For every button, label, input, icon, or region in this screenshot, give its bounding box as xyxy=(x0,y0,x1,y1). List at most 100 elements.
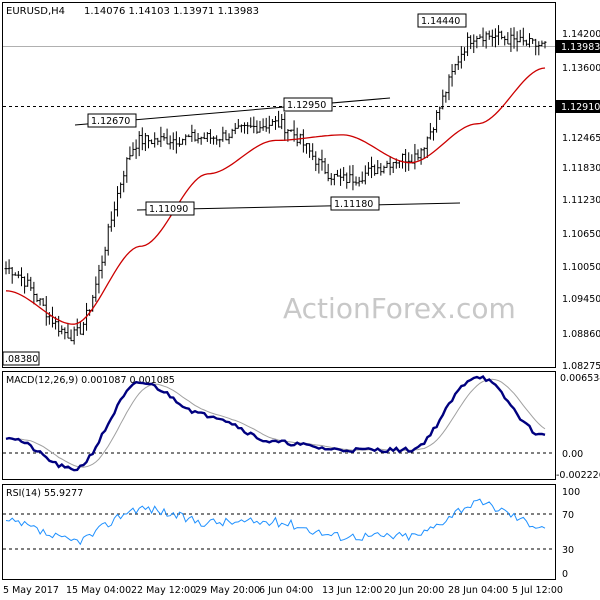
price-bar xyxy=(360,171,364,184)
price-bar xyxy=(261,118,265,131)
price-bar xyxy=(493,28,497,48)
price-bar xyxy=(428,122,432,140)
price-bar xyxy=(32,281,36,305)
rsi-tick: 100 xyxy=(562,487,580,498)
price-bar xyxy=(230,128,234,139)
level-tag xyxy=(556,100,600,113)
annotation-box xyxy=(87,113,137,128)
price-bar xyxy=(311,143,315,161)
price-bar xyxy=(75,318,79,336)
price-bar xyxy=(212,136,216,145)
price-bar xyxy=(41,298,45,307)
price-bar xyxy=(23,276,27,294)
price-bar xyxy=(143,132,147,152)
price-bar xyxy=(233,122,237,135)
price-bar xyxy=(193,129,197,142)
y-tick: 1.08860 xyxy=(562,329,600,340)
price-bar xyxy=(270,119,274,126)
price-bar xyxy=(215,135,219,145)
price-bar xyxy=(500,30,504,40)
price-bar xyxy=(274,116,277,130)
price-bar xyxy=(339,168,343,186)
price-bar xyxy=(125,157,129,183)
price-bar xyxy=(150,139,154,145)
price-bar xyxy=(422,147,426,158)
rsi-panel-frame xyxy=(2,484,556,580)
x-axis: 5 May 2017 15 May 04:00 22 May 12:00 29 … xyxy=(3,585,563,596)
price-bar xyxy=(524,39,528,46)
price-bar xyxy=(342,167,346,182)
price-bar xyxy=(391,161,395,174)
current-price-tag xyxy=(556,40,600,53)
price-bar xyxy=(106,223,110,256)
price-bar xyxy=(531,38,535,44)
rsi-header: RSI(14) 55.9277 xyxy=(6,488,83,499)
price-bar xyxy=(246,122,250,135)
price-bar xyxy=(366,162,370,176)
price-bar xyxy=(69,329,73,342)
annotation-box xyxy=(417,13,467,28)
price-bar xyxy=(13,272,17,276)
price-bar xyxy=(376,160,380,175)
price-bar xyxy=(280,114,284,130)
price-bar xyxy=(466,32,470,57)
price-bar xyxy=(202,132,206,140)
price-bar xyxy=(512,27,516,49)
price-bar xyxy=(435,110,439,133)
price-bar xyxy=(351,164,355,191)
annotation-left-low: 1.11090 xyxy=(149,204,188,215)
annotation-box xyxy=(145,201,195,216)
price-bar xyxy=(146,135,150,149)
price-axis: 1.14200 1.13600 1.12465 1.11830 1.11230 … xyxy=(562,29,600,372)
price-bar xyxy=(543,41,547,49)
price-bar xyxy=(63,327,67,340)
price-bar xyxy=(283,112,287,141)
price-bar xyxy=(10,266,14,284)
macd-tick: 0.006534 xyxy=(560,373,600,384)
y-tick: 1.13600 xyxy=(562,63,600,74)
price-bar xyxy=(249,117,253,129)
price-bar xyxy=(66,322,70,339)
macd-tick: -0.002226 xyxy=(556,470,600,481)
price-bar xyxy=(317,157,321,174)
price-bar xyxy=(379,163,383,176)
price-bar xyxy=(456,55,460,70)
price-bar xyxy=(4,261,8,275)
price-bar xyxy=(292,120,296,142)
x-tick: 22 May 12:00 xyxy=(131,585,196,596)
price-bar xyxy=(521,27,525,46)
price-bar xyxy=(218,138,222,148)
price-bar xyxy=(199,136,203,145)
price-bar xyxy=(97,264,101,294)
price-bar xyxy=(416,149,420,161)
macd-header: MACD(12,26,9) 0.001087 0.001085 xyxy=(6,375,175,386)
price-bar xyxy=(224,129,228,141)
price-bar xyxy=(60,325,64,335)
price-bar xyxy=(462,47,466,61)
y-tick: 1.12465 xyxy=(562,133,600,144)
price-bar xyxy=(363,165,367,185)
watermark: ActionForex.com xyxy=(283,292,516,325)
level-label: 1.12910 xyxy=(561,102,600,113)
price-bar xyxy=(243,122,247,134)
price-bar xyxy=(100,255,104,279)
price-bar xyxy=(156,137,160,146)
macd-line xyxy=(5,375,546,472)
price-bar xyxy=(196,133,200,144)
price-bar xyxy=(174,131,178,154)
price-bar xyxy=(78,321,82,335)
price-bar xyxy=(469,35,473,50)
price-bar xyxy=(301,129,305,153)
price-bar xyxy=(16,271,20,279)
rsi-line xyxy=(5,498,546,546)
price-bar xyxy=(227,133,231,145)
price-bar xyxy=(472,34,476,54)
macd-signal-line xyxy=(5,378,546,468)
price-bar xyxy=(165,128,169,145)
price-bar xyxy=(388,156,392,176)
price-bar xyxy=(453,63,457,75)
x-tick: 15 May 04:00 xyxy=(66,585,131,596)
y-tick: 1.09450 xyxy=(562,294,600,305)
y-tick: 1.14200 xyxy=(562,29,600,40)
